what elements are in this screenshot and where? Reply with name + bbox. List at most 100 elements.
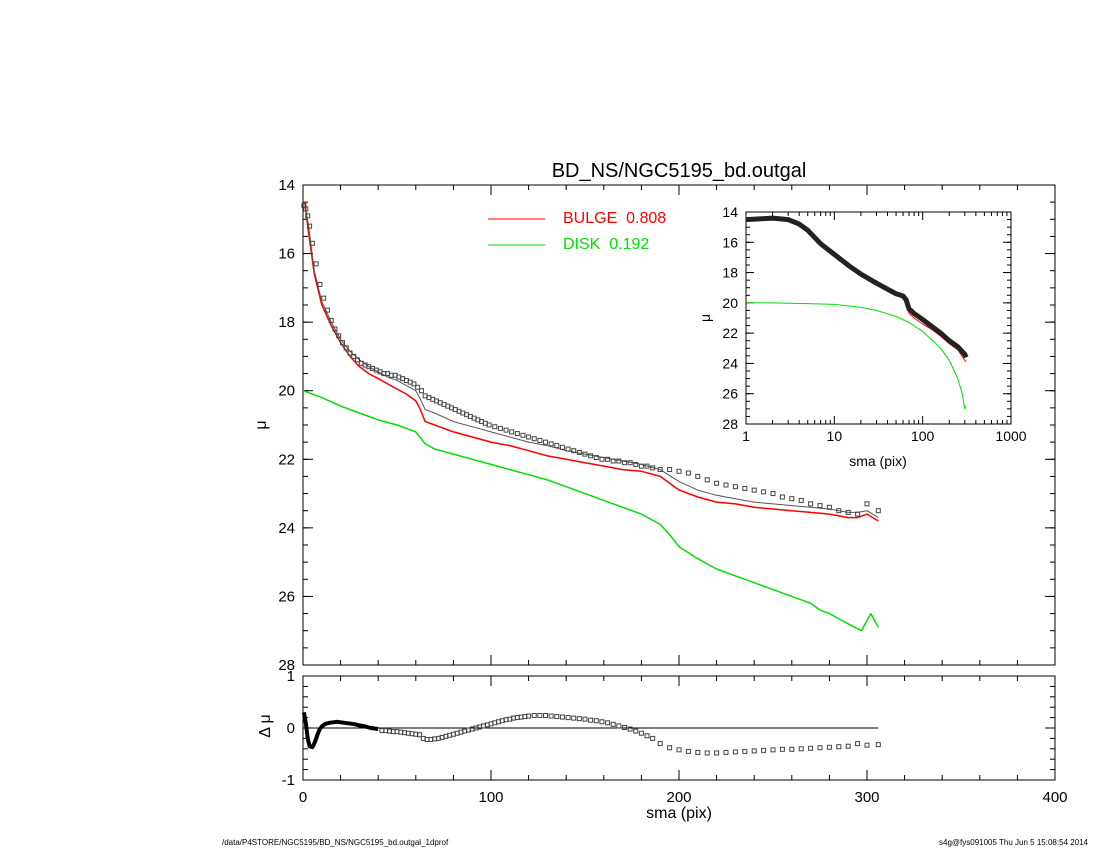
residual-data-point bbox=[704, 750, 710, 756]
inset-y-tick-label: 18 bbox=[722, 265, 738, 281]
residual-data-point bbox=[667, 745, 673, 751]
residual-data-point bbox=[798, 746, 804, 752]
residual-data-point bbox=[732, 749, 738, 755]
main-data-point bbox=[582, 451, 588, 457]
main-data-point bbox=[520, 432, 526, 438]
residual-data-point bbox=[593, 718, 599, 724]
main-data-point bbox=[657, 467, 663, 473]
residual-data-point bbox=[621, 724, 627, 730]
residual-data-point bbox=[751, 748, 757, 754]
main-disk-line bbox=[302, 389, 879, 632]
footer-file-path: /data/P4STORE/NGC5195/BD_NS/NGC5195_bd.o… bbox=[222, 838, 449, 847]
main-data-point bbox=[492, 424, 498, 430]
main-model-line bbox=[304, 205, 879, 519]
main-series bbox=[301, 202, 881, 632]
main-data-point bbox=[497, 425, 503, 431]
residual-data-point bbox=[650, 735, 656, 741]
residual-x-tick-label: 400 bbox=[1042, 789, 1067, 806]
main-data-point bbox=[305, 213, 311, 219]
main-data-point bbox=[324, 307, 330, 313]
main-data-point bbox=[486, 422, 492, 428]
main-data-point bbox=[332, 326, 338, 332]
main-y-tick-label: 14 bbox=[278, 177, 295, 194]
residual-data-point bbox=[610, 721, 616, 727]
residual-data-point bbox=[616, 723, 622, 729]
main-data-point bbox=[695, 473, 701, 479]
main-y-tick-label: 28 bbox=[278, 657, 295, 674]
inset-y-tick-label: 26 bbox=[722, 386, 738, 402]
main-y-tick-label: 18 bbox=[278, 314, 295, 331]
residual-data-point bbox=[531, 713, 537, 719]
main-data-point bbox=[576, 449, 582, 455]
main-data-point bbox=[789, 496, 795, 502]
main-data-point bbox=[317, 281, 323, 287]
residual-data-point bbox=[676, 747, 682, 753]
main-data-point bbox=[339, 340, 345, 346]
legend: BULGE 0.808 DISK 0.192 bbox=[488, 210, 666, 253]
residual-data-point bbox=[605, 720, 611, 726]
main-chart-title: BD_NS/NGC5195_bd.outgal bbox=[552, 160, 807, 182]
residual-data-point bbox=[817, 745, 823, 751]
main-data-point bbox=[685, 470, 691, 476]
main-data-point bbox=[411, 381, 417, 387]
legend-disk-label: DISK 0.192 bbox=[563, 236, 649, 253]
inset-x-axis-label: sma (pix) bbox=[849, 453, 907, 469]
inset-y-tick-label: 22 bbox=[722, 325, 738, 341]
residual-data-point bbox=[742, 748, 748, 754]
inset-y-tick-label: 14 bbox=[722, 204, 738, 220]
residual-panel: Δ μ sma (pix) 0 100 200 300 400-101 bbox=[257, 668, 1068, 822]
main-panel: BD_NS/NGC5195_bd.outgal μ 14 16 18 20 22 24 26… bbox=[253, 160, 1056, 674]
main-bulge-line bbox=[304, 202, 879, 522]
inset-x-tick-label: 1000 bbox=[995, 428, 1026, 444]
residual-data-point bbox=[826, 744, 832, 750]
residual-data-point bbox=[789, 746, 795, 752]
residual-data-point bbox=[644, 733, 650, 739]
residual-data-point bbox=[576, 716, 582, 722]
residual-data-point bbox=[685, 748, 691, 754]
main-data-point bbox=[537, 437, 543, 443]
residual-x-tick-label: 200 bbox=[666, 789, 691, 806]
main-data-point bbox=[836, 508, 842, 514]
residual-data-point bbox=[417, 732, 423, 738]
main-data-point bbox=[616, 458, 622, 464]
residual-residual-thick-line bbox=[301, 712, 379, 750]
main-ticks: 14 16 18 20 22 24 26 28 bbox=[278, 177, 1056, 674]
residual-data-point bbox=[808, 745, 814, 751]
residual-data-point bbox=[582, 716, 588, 722]
residual-y-tick-label: 1 bbox=[287, 668, 295, 685]
main-data-point bbox=[351, 353, 357, 359]
inset-y-tick-label: 16 bbox=[722, 234, 738, 250]
inset-model-line bbox=[745, 215, 969, 359]
residual-data-point bbox=[565, 715, 571, 721]
main-y-tick-label: 26 bbox=[278, 588, 295, 605]
main-data-point bbox=[355, 357, 361, 363]
residual-data-point bbox=[714, 750, 720, 756]
main-data-point bbox=[817, 503, 823, 509]
main-data-point bbox=[415, 384, 421, 390]
residual-data-point bbox=[543, 713, 549, 719]
residual-data-point bbox=[864, 742, 870, 748]
residual-data-point bbox=[855, 741, 861, 747]
main-data-point bbox=[343, 345, 349, 351]
main-data-point bbox=[676, 468, 682, 474]
main-data-point bbox=[808, 501, 814, 507]
main-data-markers bbox=[301, 203, 881, 517]
inset-y-tick-label: 24 bbox=[722, 355, 738, 371]
residual-residual-points-markers bbox=[379, 713, 881, 756]
main-data-point bbox=[845, 509, 851, 515]
inset-x-tick-label: 100 bbox=[911, 428, 935, 444]
main-data-point bbox=[514, 431, 520, 437]
inset-panel: μ sma (pix) 1 10 100 1000 14 16 18 20 22 24 26 28 bbox=[697, 204, 1027, 469]
main-data-point bbox=[565, 446, 571, 452]
main-data-point bbox=[864, 501, 870, 507]
main-data-point bbox=[599, 456, 605, 462]
main-data-point bbox=[779, 494, 785, 500]
main-data-point bbox=[303, 206, 309, 212]
main-data-point bbox=[307, 223, 313, 229]
main-data-point bbox=[321, 295, 327, 301]
main-data-point bbox=[605, 456, 611, 462]
main-data-point bbox=[610, 458, 616, 464]
residual-data-point bbox=[588, 717, 594, 723]
main-data-point bbox=[559, 444, 565, 450]
